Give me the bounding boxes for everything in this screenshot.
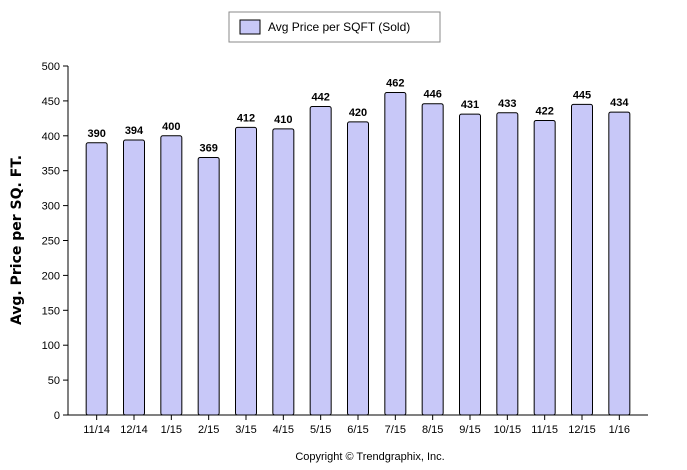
y-axis-label: Avg. Price per SQ. FT. [9, 155, 25, 325]
data-label: 422 [535, 105, 553, 117]
y-tick-label: 200 [42, 270, 60, 282]
x-tick-label: 5/15 [310, 424, 331, 436]
data-label: 412 [237, 112, 255, 124]
y-tick-label: 150 [42, 305, 60, 317]
y-tick-label: 500 [42, 61, 60, 73]
x-tick-label: 11/14 [83, 424, 110, 436]
data-label: 400 [162, 121, 180, 133]
x-tick-label: 6/15 [347, 424, 368, 436]
legend-box [228, 11, 441, 43]
data-label: 445 [573, 89, 591, 101]
data-label: 462 [386, 78, 404, 90]
y-tick-label: 250 [42, 236, 60, 248]
bar [496, 112, 519, 416]
bar [533, 119, 556, 416]
bar [384, 92, 407, 416]
data-label: 369 [199, 142, 217, 154]
bar [608, 111, 631, 416]
bar [347, 121, 369, 416]
data-label: 410 [274, 114, 292, 126]
x-tick-label: 4/15 [273, 424, 294, 436]
data-label: 420 [349, 107, 367, 119]
bar [197, 156, 220, 416]
y-tick-label: 50 [48, 375, 60, 387]
x-tick-label: 9/15 [459, 424, 480, 436]
y-tick-label: 0 [54, 410, 60, 422]
y-tick-label: 300 [42, 201, 60, 213]
x-tick-label: 3/15 [235, 424, 256, 436]
y-tick-label: 350 [42, 166, 60, 178]
bar [571, 103, 593, 416]
legend-label: Avg Price per SQFT (Sold) [268, 20, 410, 34]
y-tick-label: 100 [42, 340, 60, 352]
data-label: 446 [423, 89, 441, 101]
data-label: 434 [610, 97, 629, 109]
bar [459, 113, 481, 416]
bar [421, 103, 444, 416]
x-tick-label: 7/15 [385, 424, 406, 436]
legend-swatch [239, 19, 261, 35]
y-tick-label: 400 [42, 131, 60, 143]
bar [272, 128, 295, 416]
bar [309, 105, 332, 416]
bar [123, 139, 145, 416]
data-label: 431 [461, 99, 479, 111]
x-tick-label: 11/15 [531, 424, 558, 436]
x-tick-label: 1/16 [609, 424, 630, 436]
bar [85, 142, 108, 416]
data-label: 390 [87, 128, 105, 140]
x-tick-label: 12/14 [120, 424, 148, 436]
x-tick-label: 2/15 [198, 424, 219, 436]
x-tick-label: 10/15 [494, 424, 522, 436]
data-label: 442 [311, 91, 329, 103]
data-label: 433 [498, 98, 516, 110]
legend: Avg Price per SQFT (Sold) [228, 11, 441, 43]
copyright-text: Copyright © Trendgraphix, Inc. [295, 451, 444, 463]
x-tick-label: 12/15 [568, 424, 596, 436]
bar [235, 126, 257, 416]
x-tick-label: 1/15 [161, 424, 182, 436]
plot-area: 0 50 100 150 200 250 300 350 400 450 500 390 11/14 39… [42, 61, 648, 436]
y-tick-label: 450 [42, 96, 60, 108]
x-tick-label: 8/15 [422, 424, 443, 436]
data-label: 394 [125, 125, 144, 137]
bar [160, 135, 183, 416]
